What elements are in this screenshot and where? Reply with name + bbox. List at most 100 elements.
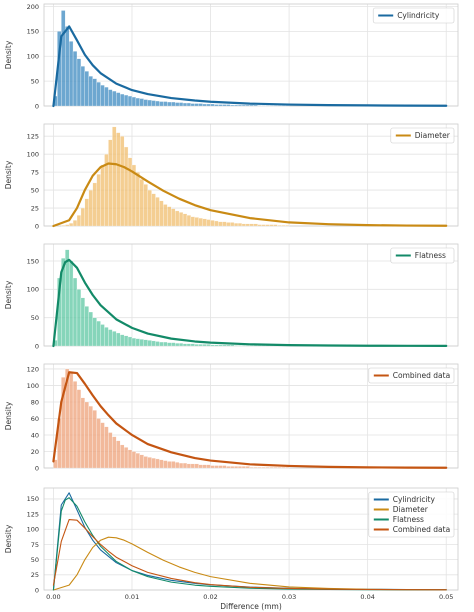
histogram-bar <box>230 222 235 227</box>
y-tick-label: 25 <box>31 571 39 579</box>
y-tick-label: 50 <box>31 314 39 322</box>
histogram-bar <box>72 220 78 227</box>
y-tick-label: 0 <box>35 342 39 350</box>
histogram-bar <box>100 84 105 107</box>
y-tick-label: 125 <box>27 133 39 141</box>
histogram-bar <box>190 463 195 469</box>
histogram-bar <box>261 467 266 469</box>
histogram-bar <box>214 465 219 469</box>
histogram-bar <box>245 104 250 107</box>
histogram-bar <box>186 343 192 347</box>
density-curve-diameter <box>52 162 448 228</box>
x-tick-label: 0.01 <box>125 593 139 601</box>
x-tick-label: 0.05 <box>439 593 453 601</box>
histogram-bar <box>116 440 121 469</box>
histogram-bar <box>245 345 250 347</box>
histogram-bar <box>163 460 168 469</box>
histogram-bar <box>257 224 262 227</box>
histogram-bar <box>194 217 199 227</box>
legend-label: Cylindricity <box>397 11 440 20</box>
histogram-bar <box>65 26 70 107</box>
histogram-bar <box>233 104 239 107</box>
histogram-bar <box>112 126 117 227</box>
histogram-bar <box>285 225 290 227</box>
histogram-bar <box>171 461 176 469</box>
histogram-bar <box>143 99 148 107</box>
histogram-bar <box>96 81 101 107</box>
histogram-bar <box>65 224 70 227</box>
histogram-bar <box>151 340 156 347</box>
histogram-bar <box>68 260 74 347</box>
histogram-bar <box>249 223 254 227</box>
histogram-bar <box>281 467 286 469</box>
histogram-bar <box>206 219 211 227</box>
histogram-bar <box>147 457 152 469</box>
histogram-bar <box>241 223 247 227</box>
histogram-bar <box>135 338 140 347</box>
y-tick-label: 100 <box>27 526 39 534</box>
histogram-bar <box>210 220 215 227</box>
histogram-bar <box>230 104 235 107</box>
legend-box <box>368 367 455 384</box>
y-tick-label: 120 <box>27 365 39 373</box>
histogram-bar <box>210 465 215 469</box>
panel-2: 0 25 50 75 100 125 Density Diameter <box>4 123 459 230</box>
histogram-bar <box>163 101 168 107</box>
histogram-bar <box>186 102 192 107</box>
histogram-bar <box>178 212 184 227</box>
y-tick-label: 75 <box>31 541 39 549</box>
histogram-bar <box>222 221 227 227</box>
histogram-bar <box>120 93 125 107</box>
histogram-bar <box>198 344 203 347</box>
panel-3: 0 50 100 150 Density Flatness <box>4 243 459 350</box>
histogram-bar <box>257 467 262 469</box>
histogram-bar <box>182 343 188 347</box>
histogram-bar <box>253 223 258 227</box>
y-axis-label: Density <box>4 401 13 430</box>
histogram-bar <box>76 289 82 347</box>
histogram-bar <box>147 340 152 347</box>
histogram-bar <box>147 99 152 107</box>
histogram-bar <box>190 103 195 107</box>
histogram-bar <box>237 345 243 347</box>
density-curve-diameter <box>52 536 447 591</box>
y-tick-label: 50 <box>31 556 39 564</box>
histogram-bar <box>116 132 121 227</box>
histogram-bar <box>175 343 180 347</box>
histogram-bar <box>131 96 137 107</box>
legend: Cylindricity <box>372 7 455 24</box>
histogram-bar <box>104 86 109 107</box>
histogram-bar <box>155 100 160 107</box>
histogram-bar <box>206 464 211 469</box>
y-tick-label: 75 <box>31 168 39 176</box>
histogram-bar <box>269 467 274 469</box>
histogram-bar <box>182 213 188 227</box>
histogram-bar <box>218 344 223 347</box>
histogram-bar <box>214 104 219 107</box>
histogram-bar <box>253 467 258 469</box>
histogram-bar <box>68 41 74 107</box>
legend-box <box>390 127 455 144</box>
histogram-bar <box>151 193 156 227</box>
histogram-bar <box>210 103 215 107</box>
histogram-bar <box>175 210 180 227</box>
histogram-bar <box>155 458 160 469</box>
histogram-bar <box>218 104 223 107</box>
y-tick-label: 0 <box>35 102 39 110</box>
histogram-bar <box>135 171 140 227</box>
legend-label: Diameter <box>393 505 429 514</box>
histogram-bar <box>159 200 164 227</box>
histogram-bar <box>100 164 105 227</box>
histogram-bar <box>123 447 129 469</box>
histogram-bar <box>190 343 195 347</box>
histogram-bar <box>159 459 164 469</box>
histogram-bar <box>104 426 109 469</box>
x-tick-label: 0.02 <box>203 593 217 601</box>
histogram-bar <box>194 103 199 107</box>
y-tick-label: 100 <box>27 150 39 158</box>
histogram-bar <box>273 224 278 227</box>
histogram-bar <box>249 104 254 107</box>
histogram-bar <box>84 306 89 347</box>
histogram-bar <box>186 463 192 469</box>
histogram-bar <box>171 101 176 107</box>
